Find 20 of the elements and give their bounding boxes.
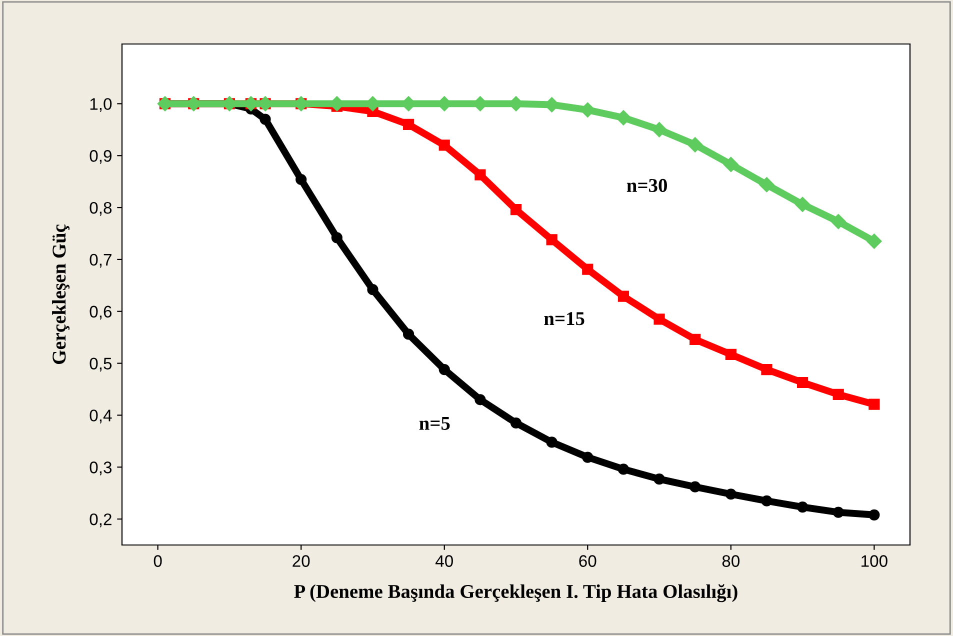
x-tick-label: 100 <box>862 555 888 567</box>
x-axis-title: P (Deneme Başında Gerçekleşen I. Tip Hata Olasılığı) <box>294 584 738 602</box>
y-tick-label: 0,7 <box>90 254 112 268</box>
y-tick-label: 0,9 <box>90 150 112 164</box>
y-tick-label: 1,0 <box>90 98 112 112</box>
x-tick-label: 80 <box>722 555 740 567</box>
y-tick-label: 0,3 <box>90 462 112 476</box>
text: n=30 <box>626 178 667 192</box>
y-axis-title: Gerçekleşen Güç <box>52 224 70 364</box>
series-label: n=5 <box>419 417 450 430</box>
x-tick-label: 0 <box>154 555 162 567</box>
y-tick-label: 0,8 <box>90 202 112 216</box>
x-tick-label: 60 <box>579 555 596 567</box>
y-tick-label: 0,6 <box>90 306 112 320</box>
y-tick-label: 0,5 <box>90 358 112 372</box>
x-tick-label: 20 <box>292 555 310 567</box>
y-tick-label: 0,4 <box>90 410 112 424</box>
y-tick-label: 0,2 <box>90 513 112 528</box>
x-tick-label: 40 <box>435 555 453 567</box>
series-label: n=15 <box>544 312 584 326</box>
